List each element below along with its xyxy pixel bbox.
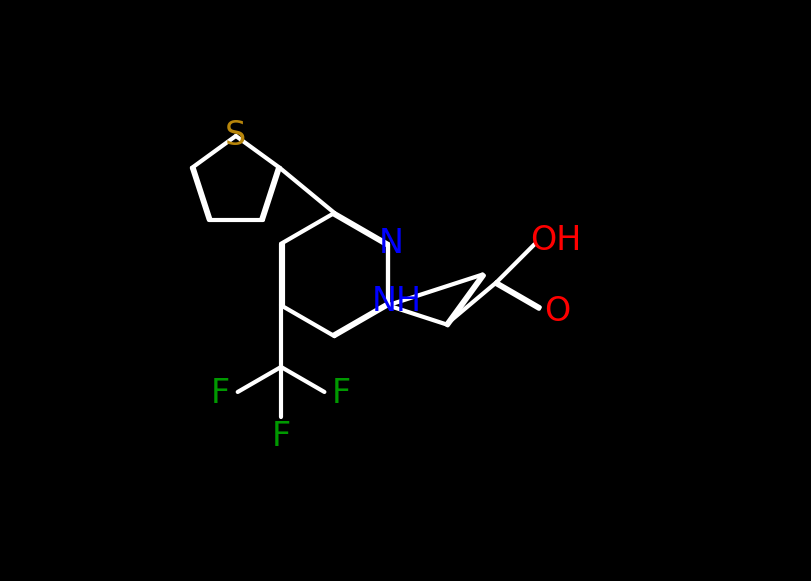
Text: NH: NH <box>372 285 422 318</box>
Text: O: O <box>543 295 570 328</box>
Text: F: F <box>332 377 351 410</box>
Text: F: F <box>272 419 290 453</box>
Text: N: N <box>379 227 404 260</box>
Text: F: F <box>211 377 230 410</box>
Text: S: S <box>225 120 247 152</box>
Text: OH: OH <box>530 224 581 257</box>
